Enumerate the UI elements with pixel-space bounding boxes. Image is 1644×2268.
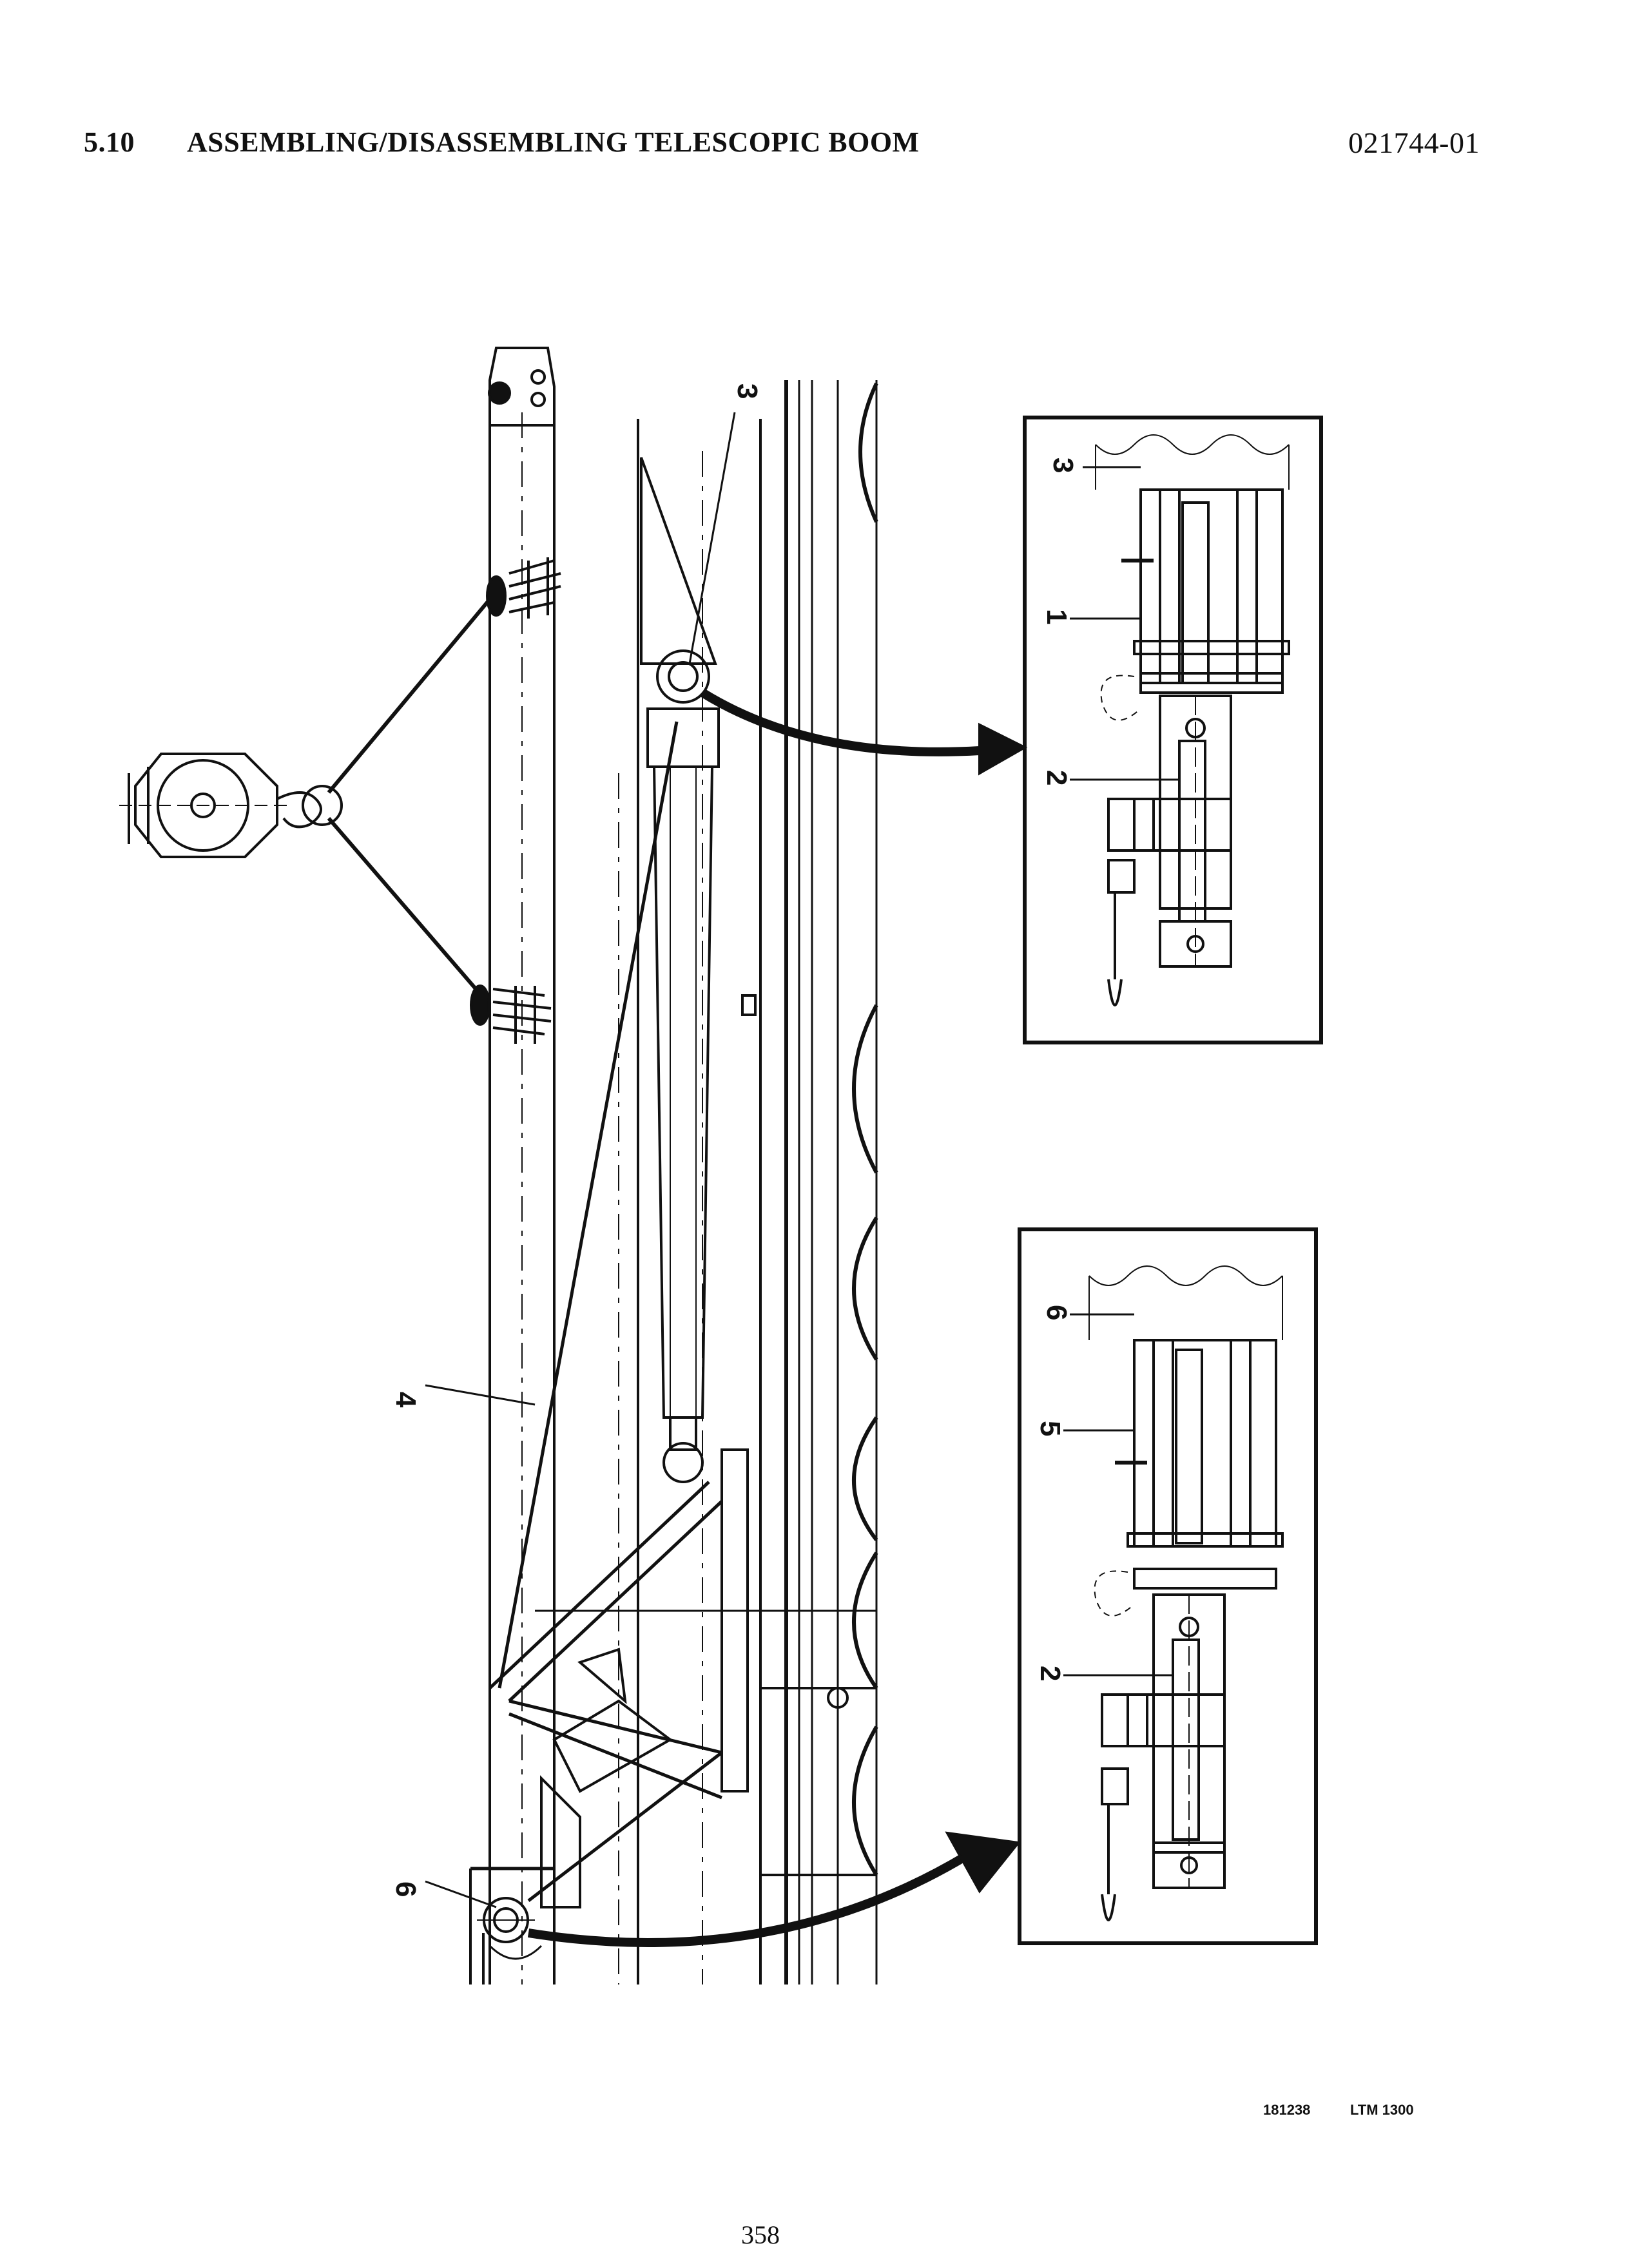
callout-main-4: 4: [390, 1392, 421, 1408]
arrow-to-detail-top: [700, 689, 980, 756]
head-pin-3-inner: [668, 661, 699, 692]
callout-top-2: 2: [1041, 770, 1072, 785]
cable-4: [498, 721, 679, 1689]
cylinder-body: [652, 765, 714, 1419]
bracket-hole-2: [530, 392, 546, 407]
arrow-to-detail-bottom: [527, 1851, 969, 1947]
bracket-pin: [488, 381, 511, 405]
leader-6: [425, 1880, 497, 1908]
document-code: 021744-01: [1348, 126, 1480, 159]
beam-clamp-lower: [470, 985, 552, 1044]
leader-4: [425, 1384, 536, 1406]
beam-clamp-upper: [486, 557, 561, 619]
callout-top-3: 3: [1047, 457, 1079, 473]
callout-main-3: 3: [731, 383, 763, 399]
page-number: 358: [741, 2220, 780, 2249]
bracket-hole-1: [530, 369, 546, 385]
detail-view-top: [1023, 416, 1323, 1044]
boom-small-pin: [827, 1687, 849, 1709]
base-plate: [720, 1448, 749, 1792]
boom-rollers: [852, 382, 878, 1876]
sling-lower: [327, 817, 492, 1006]
hook-block: [119, 753, 343, 858]
callout-bottom-6: 6: [1041, 1305, 1072, 1320]
detail-view-bottom: [1018, 1227, 1318, 1945]
section-number: 5.10: [84, 126, 135, 158]
figure-reference-number: 181238: [1263, 2102, 1311, 2118]
callout-main-6: 6: [390, 1881, 421, 1897]
boom-small-block: [741, 994, 757, 1016]
main-boom-drawing: [119, 347, 1028, 1984]
head-pin-3: [656, 649, 710, 704]
model-designation: LTM 1300: [1350, 2102, 1414, 2118]
cylinder-rod-end: [669, 1418, 697, 1451]
cylinder-foot-pin: [662, 1442, 704, 1483]
sling-upper: [327, 598, 492, 794]
callout-bottom-5: 5: [1034, 1421, 1066, 1436]
section-title: ASSEMBLING/DISASSEMBLING TELESCOPIC BOOM: [187, 126, 920, 158]
arrow-head-top: [978, 722, 1028, 776]
boom-head-plate: [640, 457, 717, 665]
leader-3: [688, 412, 736, 664]
callout-bottom-2: 2: [1034, 1666, 1066, 1681]
arrow-head-bottom: [945, 1831, 1021, 1894]
callout-top-1: 1: [1041, 609, 1072, 624]
base-lattice-structure: [469, 1448, 876, 1984]
cylinder-top-cap: [646, 707, 720, 768]
beam-end-bracket: [488, 347, 556, 427]
